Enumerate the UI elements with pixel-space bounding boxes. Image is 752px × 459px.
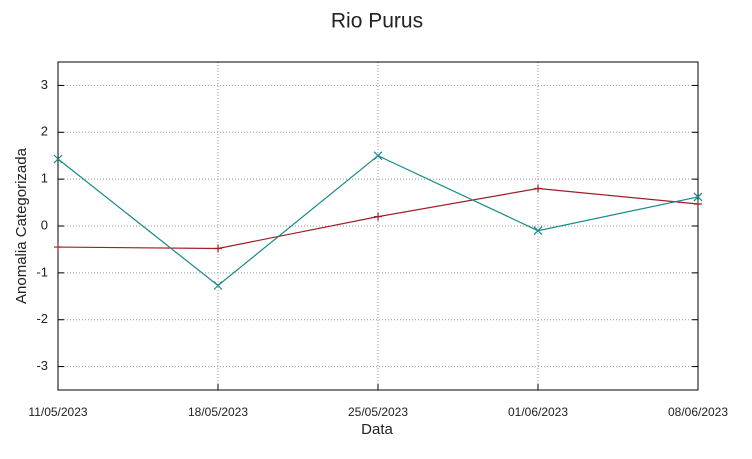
y-axis-label: Anomalia Categorizada (13, 147, 30, 304)
point-marker (534, 184, 542, 193)
point-marker (693, 192, 703, 202)
point-marker (213, 281, 223, 290)
point-marker (214, 244, 222, 253)
y-tick-label: -1 (36, 264, 48, 279)
y-tick-label: 3 (41, 77, 48, 92)
point-marker (374, 212, 382, 221)
point-marker (53, 154, 63, 164)
y-tick-label: -3 (36, 358, 48, 373)
chart-title: Rio Purus (331, 10, 423, 33)
y-tick-label: 0 (41, 217, 48, 232)
point-marker (533, 226, 543, 236)
x-tick-label: 11/05/2023 (28, 405, 87, 419)
x-tick-label: 08/06/2023 (668, 405, 728, 419)
x-axis-label: Data (361, 421, 393, 438)
x-tick-label: 18/05/2023 (188, 405, 248, 419)
plot-border (57, 61, 699, 391)
y-tick-label: 2 (41, 124, 48, 139)
point-marker (694, 199, 702, 208)
point-marker (373, 151, 383, 161)
point-marker (54, 243, 62, 252)
x-tick-label: 25/05/2023 (348, 405, 408, 419)
x-tick-label: 01/06/2023 (508, 405, 568, 419)
y-tick-label: -2 (36, 311, 48, 326)
y-tick-label: 1 (41, 171, 48, 186)
